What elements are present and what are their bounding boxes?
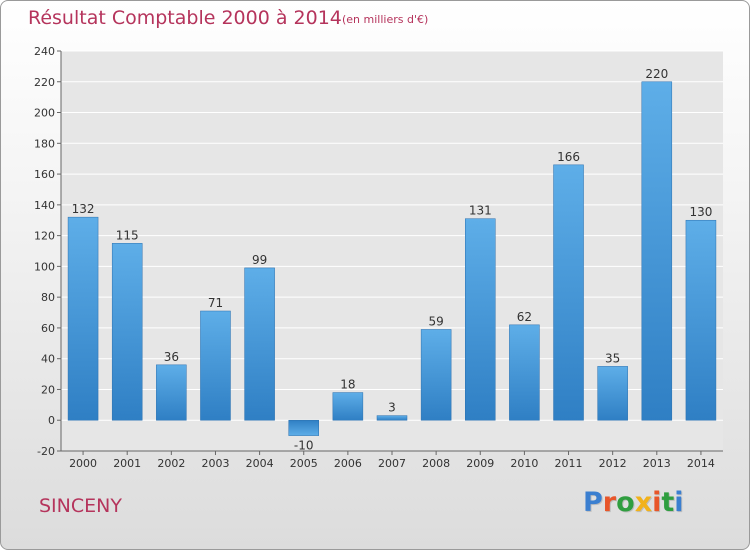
bar-2010 [509, 324, 540, 421]
data-label: 220 [645, 67, 668, 81]
y-tick-label: 60 [41, 322, 55, 335]
y-tick-label: 240 [34, 45, 55, 58]
town-name: SINCENY [39, 495, 122, 517]
x-tick-label: 2000 [69, 457, 97, 470]
labels-layer: 132 115 36 71 99 -10 18 3 59 131 62 166 35 220 130 [72, 67, 713, 453]
logo-letter: i [674, 487, 684, 518]
y-tick-label: 140 [34, 199, 55, 212]
bar-2009 [465, 218, 496, 421]
bar-2006 [332, 392, 364, 421]
bar-2004 [244, 267, 275, 421]
bar-2013 [641, 81, 673, 421]
y-tick-label: -20 [37, 445, 55, 458]
data-label: 62 [517, 310, 532, 324]
bar-2001 [111, 243, 143, 421]
y-tick-label: 20 [41, 383, 55, 396]
data-label: 18 [340, 378, 355, 392]
bar-2008 [420, 329, 452, 421]
data-label: 71 [208, 296, 223, 310]
logo-letter: i [652, 487, 662, 518]
x-tick-label: 2004 [246, 457, 274, 470]
bar-2011 [553, 164, 584, 421]
grid-layer [61, 50, 723, 452]
x-tick-label: 2014 [687, 457, 715, 470]
y-tick-label: 80 [41, 291, 55, 304]
bar-2002 [156, 364, 187, 421]
x-tick-label: 2002 [157, 457, 185, 470]
logo-letter: o [616, 487, 635, 518]
chart-subtitle: (en milliers d'€) [342, 13, 429, 26]
proxiti-logo[interactable]: Proxiti [583, 487, 684, 518]
x-tick-label: 2012 [599, 457, 627, 470]
data-label: 36 [164, 350, 179, 364]
bar-2005 [288, 419, 319, 436]
x-tick-label: 2013 [643, 457, 671, 470]
bar-2000 [67, 216, 99, 421]
y-tick-label: 180 [34, 137, 55, 150]
x-tick-label: 2003 [201, 457, 229, 470]
x-tick-label: 2008 [422, 457, 450, 470]
data-label: 130 [689, 205, 712, 219]
bars-layer [67, 81, 717, 436]
bar-2014 [685, 219, 717, 421]
y-tick-label: 220 [34, 76, 55, 89]
logo-letter: x [634, 487, 653, 518]
data-label: 3 [388, 401, 396, 415]
logo-letter: P [583, 487, 603, 518]
bar-2007 [376, 415, 408, 421]
y-tick-label: 40 [41, 353, 55, 366]
x-tick-label: 2001 [113, 457, 141, 470]
y-tick-label: 100 [34, 260, 55, 273]
data-label: 35 [605, 351, 620, 365]
y-tick-label: 0 [48, 414, 55, 427]
y-tick-label: 120 [34, 230, 55, 243]
data-label: 99 [252, 253, 267, 267]
bar-2003 [200, 310, 231, 421]
y-tick-label: 160 [34, 168, 55, 181]
bar-2012 [597, 366, 628, 421]
logo-letter: t [661, 487, 675, 518]
data-label: 132 [72, 202, 95, 216]
x-tick-label: 2011 [555, 457, 583, 470]
x-tick-label: 2005 [290, 457, 318, 470]
x-tick-label: 2010 [510, 457, 538, 470]
data-label: 166 [557, 150, 580, 164]
y-tick-label: 200 [34, 107, 55, 120]
data-label: 115 [116, 228, 139, 242]
data-label: 59 [428, 314, 443, 328]
data-label: 131 [469, 204, 492, 218]
data-label: -10 [294, 439, 314, 453]
axis-layer: -20 0 20 40 60 80 100 120 140 160 180 200 220 240 2000… [34, 45, 723, 470]
x-tick-label: 2007 [378, 457, 406, 470]
logo-letter: r [602, 487, 617, 518]
x-tick-label: 2006 [334, 457, 362, 470]
x-tick-label: 2009 [466, 457, 494, 470]
chart-title: Résultat Comptable 2000 à 2014 [28, 7, 342, 29]
